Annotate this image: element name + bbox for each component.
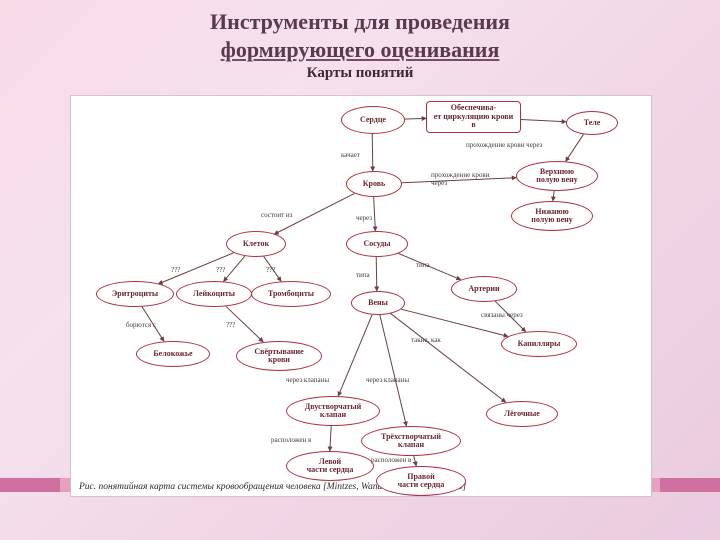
- edge: [390, 313, 505, 402]
- edge-label: прохождение кровичерез: [431, 171, 489, 187]
- title-line-2: формирующего оценивания: [221, 37, 500, 62]
- edge: [223, 256, 244, 281]
- concept-node: Капилляры: [501, 331, 577, 357]
- edge: [414, 456, 417, 466]
- edge-label: прохождение крови через: [466, 141, 542, 149]
- concept-node: Правойчасти сердца: [376, 466, 466, 496]
- edge-label: ???: [216, 266, 225, 274]
- edge-label: типа: [416, 261, 430, 269]
- edge: [403, 118, 426, 119]
- concept-node: Сосуды: [346, 231, 408, 257]
- concept-node: Левойчасти сердца: [286, 451, 374, 481]
- edge-label: состоит из: [261, 211, 292, 219]
- concept-node: Сердце: [341, 106, 405, 134]
- slide-subtitle: Карты понятий: [0, 65, 720, 82]
- concept-node: Обеспечива-ет циркуляцию крови в: [426, 101, 521, 133]
- slide-header: Инструменты для проведения формирующего …: [0, 0, 720, 82]
- edge: [372, 134, 373, 171]
- edge-label: расположен в: [371, 456, 411, 464]
- concept-node: Верхнююполую вену: [516, 161, 598, 191]
- edge-label: такие, как: [411, 336, 441, 344]
- slide-title: Инструменты для проведения формирующего …: [0, 8, 720, 63]
- concept-node: Свёртываниекрови: [236, 341, 322, 371]
- edge-label: через клапаны: [286, 376, 329, 384]
- edge-label: через: [356, 214, 372, 222]
- concept-node: Артерии: [451, 276, 517, 302]
- edge: [519, 119, 567, 121]
- edge: [566, 134, 584, 161]
- edge: [553, 191, 554, 201]
- concept-node: Лёгочные: [486, 401, 558, 427]
- edge-label: ???: [266, 266, 275, 274]
- concept-node: Эритроциты: [96, 281, 174, 307]
- edge: [376, 257, 377, 291]
- concept-map-canvas: Рис. понятийная карта системы кровообращ…: [70, 95, 652, 497]
- concept-node: Лейкоциты: [176, 281, 252, 307]
- edge-label: расположен в: [271, 436, 311, 444]
- edge-label: связаны через: [481, 311, 523, 319]
- concept-node: Клеток: [226, 231, 286, 257]
- edge-label: ???: [226, 321, 235, 329]
- edge: [374, 197, 376, 231]
- concept-node: Кровь: [346, 171, 402, 197]
- concept-node: Двустворчатыйклапан: [286, 396, 380, 426]
- edge: [330, 426, 331, 451]
- concept-node: Вены: [351, 291, 405, 315]
- concept-node: Теле: [566, 111, 618, 135]
- edge-label: типа: [356, 271, 370, 279]
- edge-label: качает: [341, 151, 360, 159]
- edge-label: борются с: [126, 321, 156, 329]
- edge-label: ???: [171, 266, 180, 274]
- concept-node: Нижнююполую вену: [511, 201, 593, 231]
- concept-node: Трёхстворчатыйклапан: [361, 426, 461, 456]
- edge-label: через клапаны: [366, 376, 409, 384]
- title-line-1: Инструменты для проведения: [210, 9, 510, 34]
- edge: [380, 315, 407, 426]
- concept-node: Тромбоциты: [251, 281, 331, 307]
- concept-node: Белокожье: [136, 341, 210, 367]
